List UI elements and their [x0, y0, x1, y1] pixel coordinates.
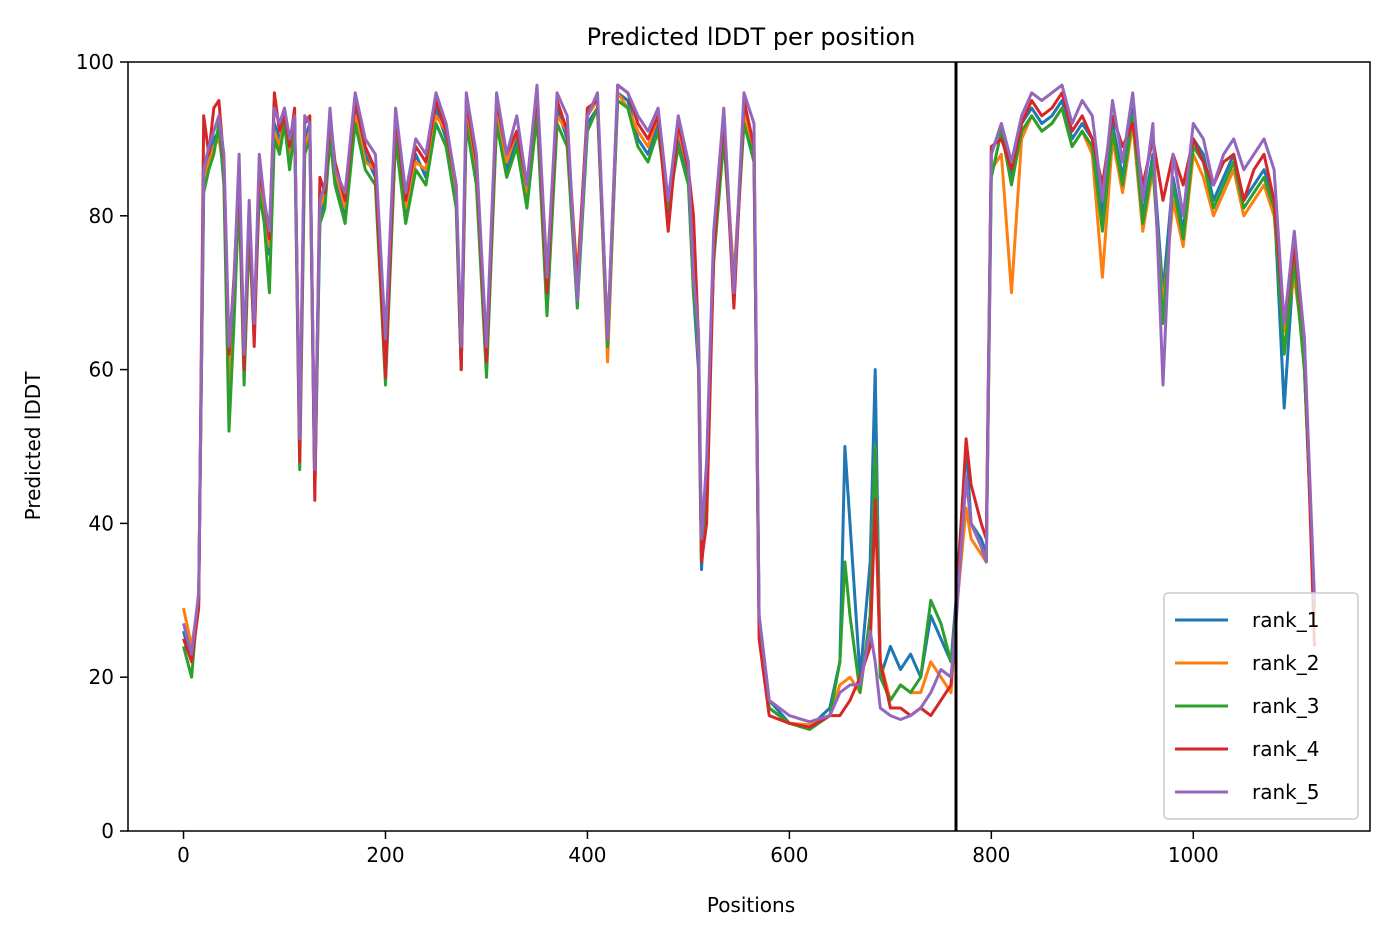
legend-label-rank-3: rank_3	[1252, 694, 1319, 718]
x-tick-label: 400	[568, 843, 606, 867]
x-axis-label: Positions	[707, 893, 795, 917]
series-lines	[182, 83, 1316, 731]
legend-box	[1163, 592, 1359, 820]
y-tick-label: 100	[76, 50, 114, 74]
legend-label-rank-4: rank_4	[1252, 737, 1319, 761]
chart-title: Predicted lDDT per position	[587, 23, 916, 51]
y-axis-label: Predicted lDDT	[21, 371, 45, 521]
legend: rank_1 rank_2 rank_3 rank_4 rank_5	[1163, 592, 1359, 820]
y-tick-label: 60	[89, 358, 114, 382]
y-tick-label: 20	[89, 665, 114, 689]
x-tick-label: 600	[770, 843, 808, 867]
y-axis: 0 20 40 60 80 100	[76, 50, 128, 843]
y-tick-label: 80	[89, 204, 114, 228]
x-axis: 0 200 400 600 800 1000	[177, 831, 1219, 867]
y-tick-label: 0	[101, 819, 114, 843]
x-tick-label: 0	[177, 843, 190, 867]
x-tick-label: 800	[972, 843, 1010, 867]
x-tick-label: 200	[366, 843, 404, 867]
x-tick-label: 1000	[1168, 843, 1219, 867]
legend-label-rank-1: rank_1	[1252, 608, 1319, 632]
y-tick-label: 40	[89, 511, 114, 535]
plot-frame	[127, 61, 1371, 832]
series-line-rank-5	[182, 83, 1316, 724]
legend-label-rank-5: rank_5	[1252, 780, 1319, 804]
legend-label-rank-2: rank_2	[1252, 651, 1319, 675]
